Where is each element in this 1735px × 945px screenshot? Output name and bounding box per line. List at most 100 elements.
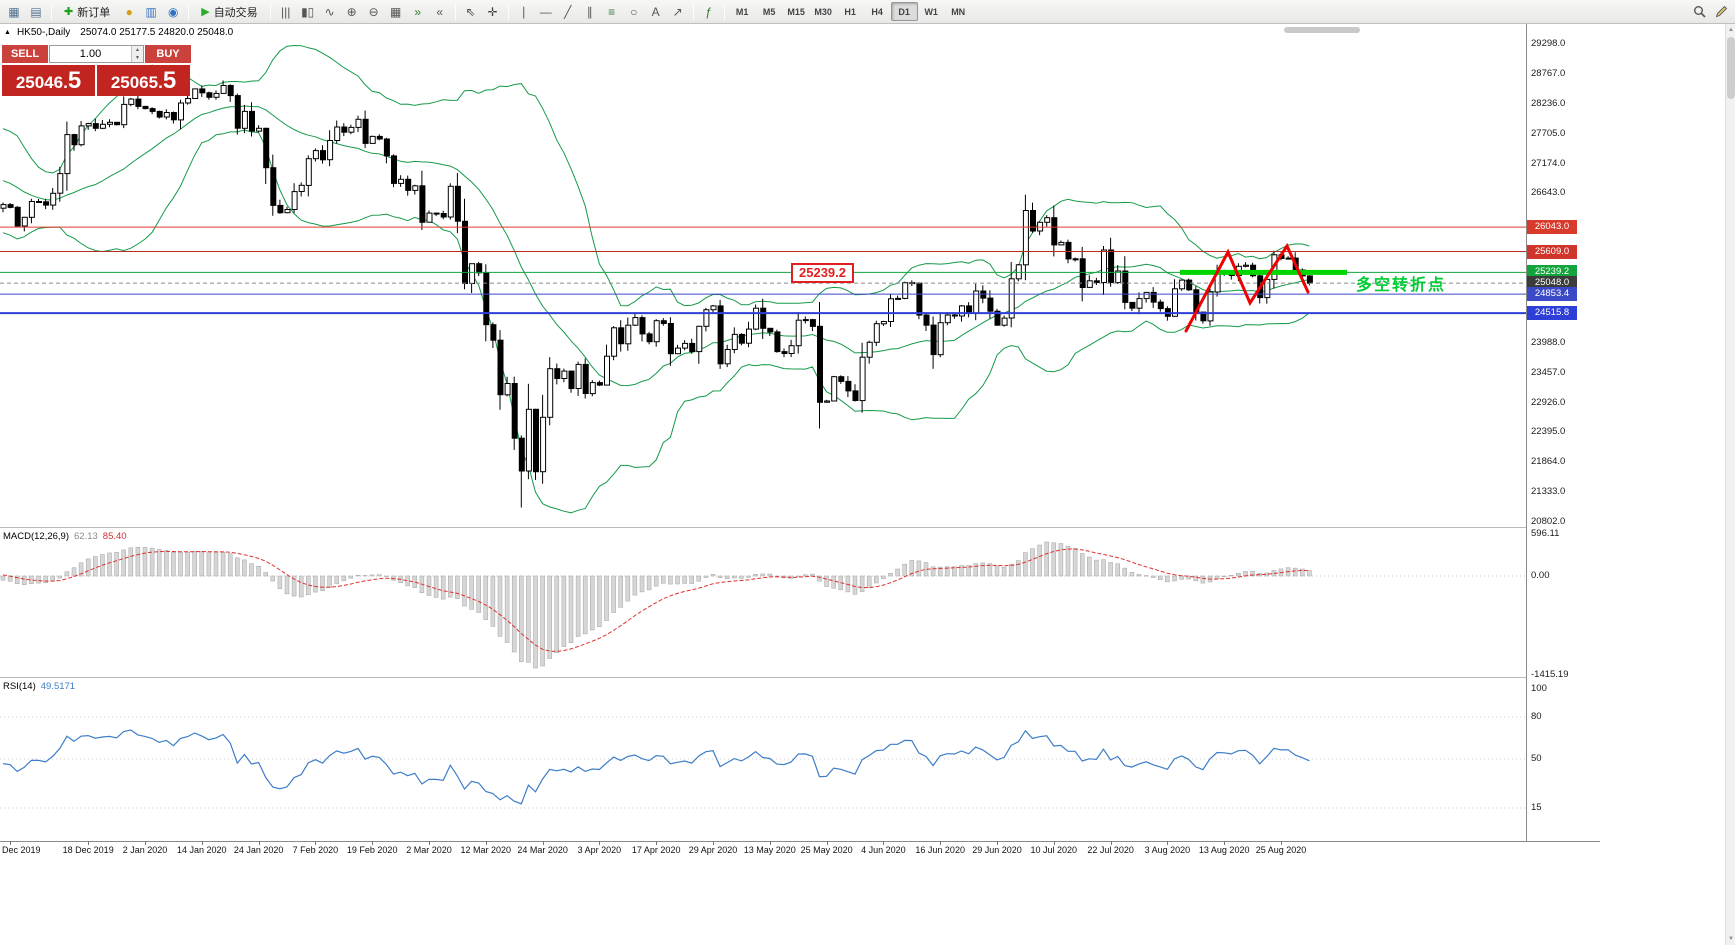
text-button[interactable]: A xyxy=(645,2,667,22)
new-chart-icon: ▦ xyxy=(8,4,20,19)
timeframe-button-w1[interactable]: W1 xyxy=(918,2,945,21)
date-axis-label: 14 Jan 2020 xyxy=(177,845,227,855)
shapes-button[interactable]: ○ xyxy=(623,2,645,22)
price-axis-label: 28236.0 xyxy=(1531,97,1566,109)
price-tag: 25609.0 xyxy=(1527,244,1577,259)
rsi-label: RSI(14) 49.5171 xyxy=(3,681,75,692)
window-icons-group: ▦ ▤ xyxy=(3,2,47,22)
edit-button[interactable] xyxy=(1710,2,1732,22)
bar-chart-button[interactable]: ||| xyxy=(275,2,297,22)
date-axis-label: 25 Aug 2020 xyxy=(1255,845,1307,855)
symbols-button[interactable]: ● xyxy=(118,2,140,22)
profiles-icon: ▤ xyxy=(30,4,42,19)
horizontal-line-button[interactable]: ― xyxy=(535,2,557,22)
timeframe-button-mn[interactable]: MN xyxy=(945,2,972,21)
one-click-trading-widget: SELL 1.00 ▲ ▼ BUY 25046.5 25065.5 xyxy=(2,45,192,96)
date-axis-label: 29 Jun 2020 xyxy=(972,845,1022,855)
trendline-button[interactable]: ╱ xyxy=(557,2,579,22)
profiles-button[interactable]: ▤ xyxy=(25,2,47,22)
crosshair-button[interactable]: ✛ xyxy=(482,2,504,22)
vertical-line-button[interactable]: ∣ xyxy=(513,2,535,22)
timeframe-button-m5[interactable]: M5 xyxy=(756,2,783,21)
date-tick xyxy=(88,841,90,845)
timeframe-button-d1[interactable]: D1 xyxy=(890,2,918,21)
rsi-panel-separator[interactable] xyxy=(0,677,1526,679)
date-axis-label: 16 Jun 2020 xyxy=(915,845,965,855)
zoom-in-button[interactable]: ⊕ xyxy=(341,2,363,22)
toolbar-right-group xyxy=(1688,2,1732,22)
volume-increase-button[interactable]: ▲ xyxy=(132,46,143,54)
time-axis-line xyxy=(0,841,1600,842)
rsi-axis-label: 100 xyxy=(1531,683,1547,694)
timeframe-button-m1[interactable]: M1 xyxy=(729,2,756,21)
auto-scroll-button[interactable]: » xyxy=(407,2,429,22)
sell-price-display[interactable]: 25046.5 xyxy=(2,65,95,96)
scroll-down-arrow-icon[interactable]: ▼ xyxy=(1728,936,1734,942)
date-axis-label: 2 Mar 2020 xyxy=(406,845,452,855)
play-icon: ▶ xyxy=(201,6,210,18)
date-axis-label: 24 Jan 2020 xyxy=(233,845,284,855)
price-level-note[interactable]: 25239.2 xyxy=(791,263,854,283)
indicators-group: ƒ xyxy=(698,2,720,22)
volume-stepper[interactable]: 1.00 ▲ ▼ xyxy=(49,45,144,63)
ohlc-values: 25074.0 25177.5 24820.0 25048.0 xyxy=(80,27,234,38)
buy-button[interactable]: BUY xyxy=(145,45,191,63)
horizontal-line-icon: ― xyxy=(539,4,552,19)
autotrading-button[interactable]: ▶ 自动交易 xyxy=(193,2,265,22)
horizontal-scrollbar-thumb[interactable] xyxy=(1284,27,1360,33)
arrows-button[interactable]: ↗ xyxy=(667,2,689,22)
new-chart-button[interactable]: ▦ xyxy=(3,2,25,22)
sell-price-frac: 5 xyxy=(67,67,82,94)
sell-button[interactable]: SELL xyxy=(2,45,48,63)
macd-label: MACD(12,26,9) 62.13 85.40 xyxy=(3,531,127,542)
date-tick xyxy=(1224,841,1226,845)
date-tick xyxy=(201,841,203,845)
toolbar-separator xyxy=(723,3,725,20)
chart-shift-button[interactable]: « xyxy=(429,2,451,22)
macd-panel-separator[interactable] xyxy=(0,527,1526,529)
vertical-scrollbar[interactable]: ▲ ▼ xyxy=(1725,24,1735,945)
toolbar-separator xyxy=(692,3,694,20)
tile-windows-icon: ▦ xyxy=(390,4,402,19)
timeframe-button-h1[interactable]: H1 xyxy=(837,2,864,21)
community-button[interactable]: ◉ xyxy=(162,2,184,22)
drawing-tools-group: ∣ ― ╱ ∥ ≡ ○ A ↗ xyxy=(513,2,689,22)
vertical-scrollbar-thumb[interactable] xyxy=(1727,37,1735,99)
date-axis-label: 17 Apr 2020 xyxy=(631,845,681,855)
toolbar: ▦ ▤ ✚ 新订单 ● ▥ ◉ ▶ 自动交易 ||| ▮▯ ∿ ⊕ ⊖ ▦» « ⇖ ✛ ∣ ― ╱ ∥… xyxy=(0,0,1735,24)
cursor-button[interactable]: ⇖ xyxy=(460,2,482,22)
timeframe-button-m30[interactable]: M30 xyxy=(810,2,837,21)
channel-button[interactable]: ∥ xyxy=(579,2,601,22)
depth-of-market-button[interactable]: ▥ xyxy=(140,2,162,22)
volume-decrease-button[interactable]: ▼ xyxy=(132,54,143,62)
fibonacci-button[interactable]: ≡ xyxy=(601,2,623,22)
indicators-button[interactable]: ƒ xyxy=(698,2,720,22)
date-tick xyxy=(1281,841,1282,845)
candlestick-chart-button[interactable]: ▮▯ xyxy=(297,2,319,22)
new-order-button[interactable]: ✚ 新订单 xyxy=(56,2,118,22)
timeframe-button-m15[interactable]: M15 xyxy=(783,2,810,21)
text-icon: A xyxy=(651,4,660,19)
date-axis-label: 19 Feb 2020 xyxy=(346,845,398,855)
volume-input[interactable]: 1.00 xyxy=(79,48,102,60)
scroll-up-arrow-icon[interactable]: ▲ xyxy=(1728,27,1734,33)
price-axis-label: 28767.0 xyxy=(1531,67,1566,79)
search-button[interactable] xyxy=(1688,2,1710,22)
timeframe-button-h4[interactable]: H4 xyxy=(864,2,891,21)
chart-shift-icon: « xyxy=(436,4,444,19)
toolbar-separator xyxy=(51,3,52,20)
tile-windows-button[interactable]: ▦ xyxy=(385,2,407,22)
depth-of-market-icon: ▥ xyxy=(145,4,157,19)
date-axis-label: 13 May 2020 xyxy=(743,845,796,855)
date-tick xyxy=(372,841,374,845)
zoom-out-button[interactable]: ⊖ xyxy=(363,2,385,22)
community-icon: ◉ xyxy=(167,4,179,19)
oct-expander-icon[interactable]: ▲ xyxy=(4,29,11,36)
price-tag: 25239.2 xyxy=(1527,265,1577,280)
buy-price-display[interactable]: 25065.5 xyxy=(97,65,190,96)
line-chart-button[interactable]: ∿ xyxy=(319,2,341,22)
volume-spinner: ▲ ▼ xyxy=(131,46,143,62)
price-axis-label: 21864.0 xyxy=(1531,456,1566,468)
